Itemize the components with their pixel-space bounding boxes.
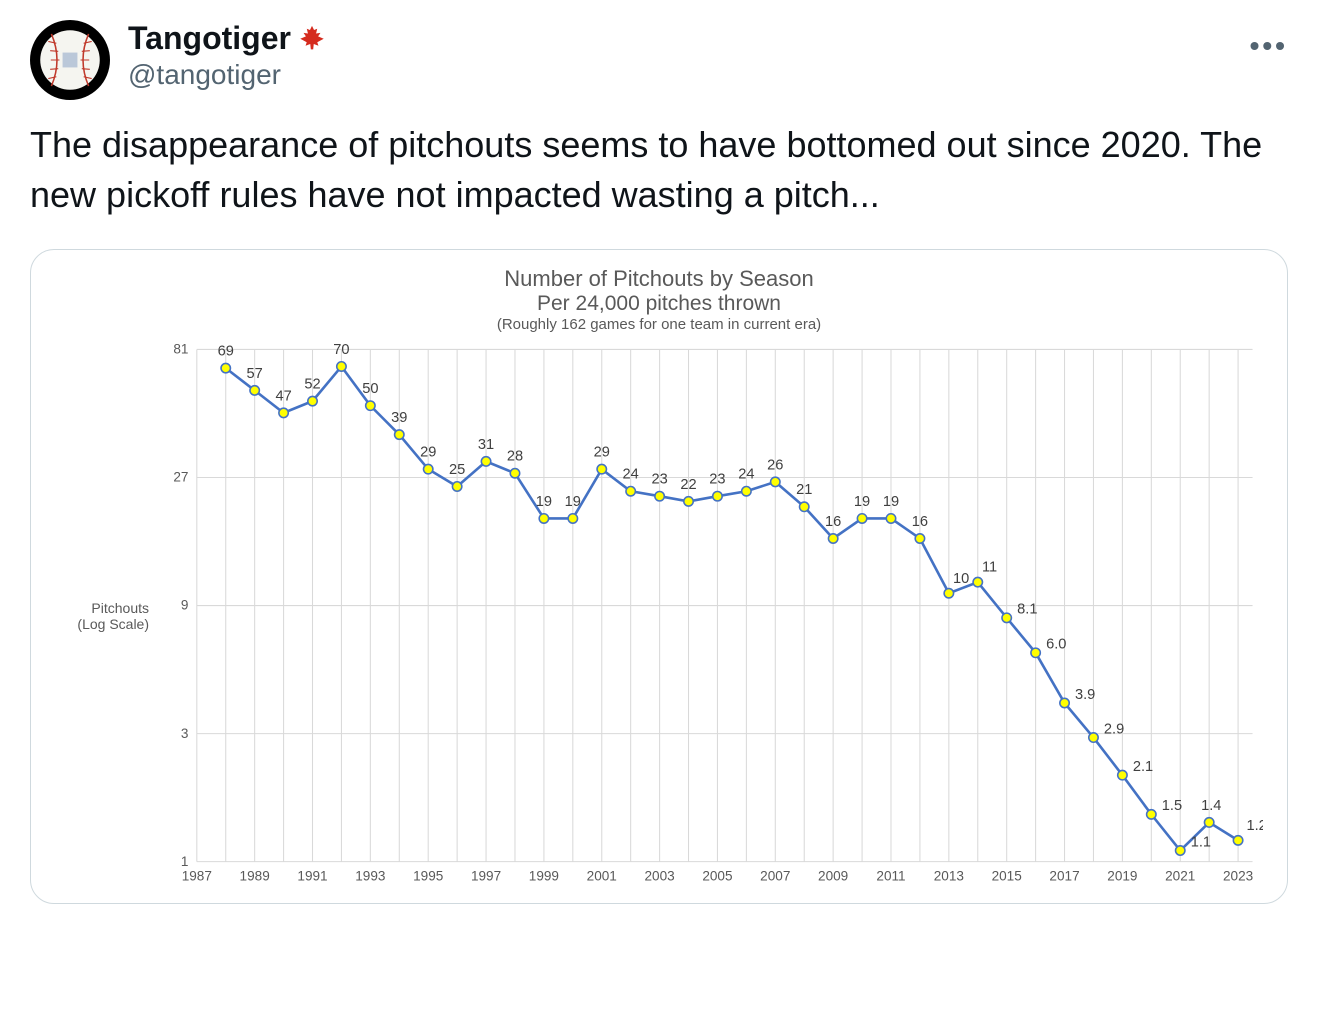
- display-name: Tangotiger: [128, 20, 291, 57]
- svg-text:2007: 2007: [760, 868, 790, 883]
- svg-text:11: 11: [982, 559, 997, 575]
- svg-text:1.1: 1.1: [1191, 834, 1211, 850]
- svg-text:3: 3: [181, 726, 189, 741]
- svg-text:70: 70: [333, 342, 349, 358]
- svg-text:1.5: 1.5: [1162, 798, 1182, 814]
- chart-subtitle: Per 24,000 pitches thrown: [55, 292, 1263, 316]
- svg-text:6.0: 6.0: [1046, 636, 1066, 652]
- svg-text:10: 10: [953, 571, 969, 587]
- svg-text:2.9: 2.9: [1104, 721, 1124, 737]
- chart-svg: 1392781198719891991199319951997199920012…: [155, 339, 1263, 893]
- svg-text:2023: 2023: [1223, 868, 1253, 883]
- svg-text:2019: 2019: [1107, 868, 1137, 883]
- display-name-row[interactable]: Tangotiger: [128, 20, 327, 57]
- svg-text:2003: 2003: [644, 868, 674, 883]
- svg-text:52: 52: [304, 376, 320, 392]
- svg-text:16: 16: [912, 514, 928, 530]
- svg-text:2.1: 2.1: [1133, 759, 1153, 775]
- svg-text:22: 22: [680, 477, 696, 493]
- svg-text:1995: 1995: [413, 868, 443, 883]
- svg-text:27: 27: [173, 469, 188, 484]
- svg-text:23: 23: [709, 471, 725, 487]
- chart-title: Number of Pitchouts by Season: [55, 266, 1263, 292]
- y-label-line2: (Log Scale): [77, 616, 149, 632]
- svg-text:1991: 1991: [297, 868, 327, 883]
- svg-text:24: 24: [738, 466, 754, 482]
- avatar-baseball-icon: [39, 29, 101, 91]
- svg-text:19: 19: [565, 494, 581, 510]
- svg-text:2015: 2015: [992, 868, 1022, 883]
- chart-card: Number of Pitchouts by Season Per 24,000…: [30, 249, 1288, 904]
- svg-text:1989: 1989: [240, 868, 270, 883]
- y-axis-label: Pitchouts (Log Scale): [55, 339, 155, 893]
- chart-note: (Roughly 162 games for one team in curre…: [55, 316, 1263, 333]
- svg-text:2001: 2001: [587, 868, 617, 883]
- name-block: Tangotiger @tangotiger: [128, 20, 327, 91]
- svg-text:1993: 1993: [355, 868, 385, 883]
- tweet-text: The disappearance of pitchouts seems to …: [30, 120, 1288, 221]
- svg-text:19: 19: [883, 494, 899, 510]
- svg-text:25: 25: [449, 462, 465, 478]
- svg-text:1.4: 1.4: [1201, 798, 1221, 814]
- svg-text:29: 29: [420, 444, 436, 460]
- svg-text:1987: 1987: [182, 868, 212, 883]
- svg-text:69: 69: [218, 343, 234, 359]
- svg-text:21: 21: [796, 482, 812, 498]
- maple-leaf-icon: [297, 24, 327, 54]
- svg-text:57: 57: [247, 366, 263, 382]
- svg-text:26: 26: [767, 457, 783, 473]
- svg-text:3.9: 3.9: [1075, 687, 1095, 703]
- svg-text:8.1: 8.1: [1017, 601, 1037, 617]
- svg-text:50: 50: [362, 381, 378, 397]
- svg-text:19: 19: [536, 494, 552, 510]
- svg-text:24: 24: [623, 466, 639, 482]
- svg-text:81: 81: [173, 341, 188, 356]
- handle[interactable]: @tangotiger: [128, 59, 327, 91]
- chart-body: Pitchouts (Log Scale) 139278119871989199…: [55, 339, 1263, 893]
- svg-text:2021: 2021: [1165, 868, 1195, 883]
- svg-text:28: 28: [507, 448, 523, 464]
- y-label-line1: Pitchouts: [91, 600, 149, 616]
- svg-text:29: 29: [594, 444, 610, 460]
- svg-text:39: 39: [391, 410, 407, 426]
- svg-text:19: 19: [854, 494, 870, 510]
- svg-text:2005: 2005: [702, 868, 732, 883]
- avatar[interactable]: [30, 20, 110, 100]
- chart-titles: Number of Pitchouts by Season Per 24,000…: [55, 266, 1263, 333]
- svg-text:1: 1: [181, 854, 189, 869]
- svg-text:23: 23: [651, 471, 667, 487]
- more-button[interactable]: •••: [1250, 30, 1288, 62]
- svg-text:1997: 1997: [471, 868, 501, 883]
- svg-text:1.2: 1.2: [1246, 818, 1263, 834]
- svg-text:2013: 2013: [934, 868, 964, 883]
- svg-text:31: 31: [478, 437, 494, 453]
- svg-text:9: 9: [181, 598, 189, 613]
- tweet-header: Tangotiger @tangotiger •••: [30, 20, 1288, 100]
- svg-text:1999: 1999: [529, 868, 559, 883]
- svg-text:2011: 2011: [876, 868, 905, 883]
- svg-text:2017: 2017: [1049, 868, 1079, 883]
- plot-area: 1392781198719891991199319951997199920012…: [155, 339, 1263, 893]
- svg-text:47: 47: [275, 388, 291, 404]
- svg-text:16: 16: [825, 514, 841, 530]
- svg-text:2009: 2009: [818, 868, 848, 883]
